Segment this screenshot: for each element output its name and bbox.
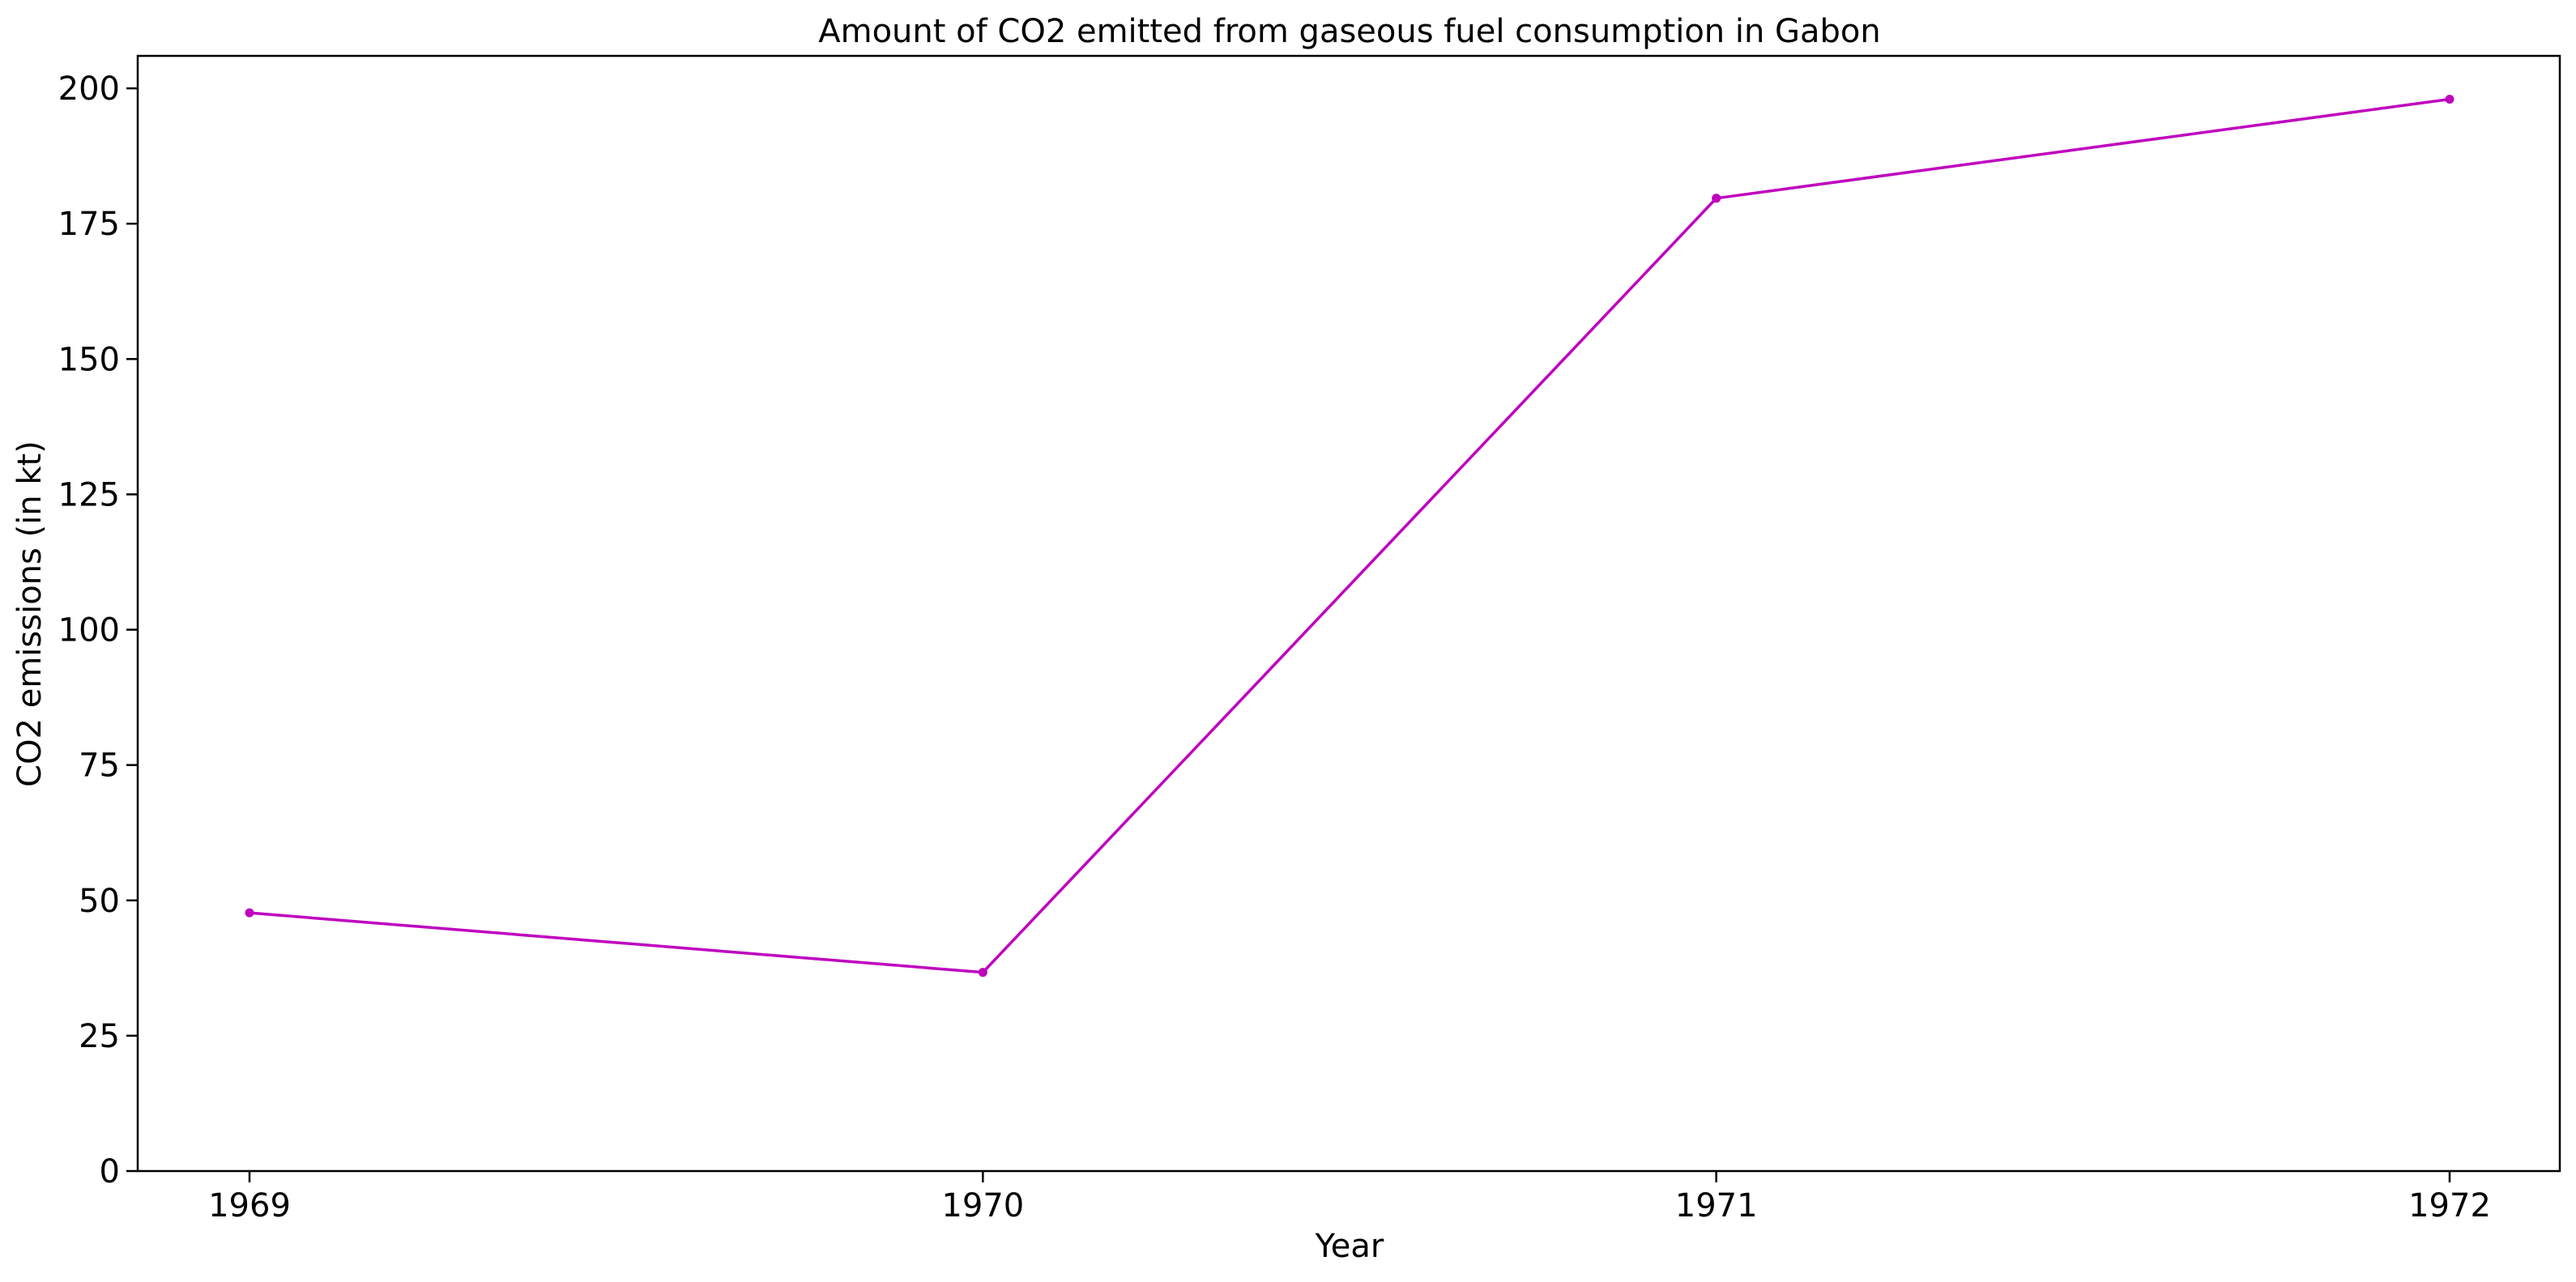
- y-tick-label: 200: [58, 70, 120, 108]
- y-tick-label: 0: [100, 1153, 120, 1190]
- data-point: [978, 968, 987, 977]
- series-layer: [245, 94, 2454, 977]
- plot-area-frame: [136, 54, 2561, 1173]
- data-point: [2445, 94, 2454, 104]
- y-tick-label: 175: [58, 206, 120, 243]
- data-point: [1712, 194, 1721, 203]
- y-tick-label: 25: [79, 1018, 120, 1055]
- series-line: [249, 97, 2450, 974]
- y-tick-label: 100: [58, 612, 120, 650]
- x-tick-label: 1969: [208, 1187, 291, 1225]
- x-tick-label: 1970: [941, 1187, 1024, 1225]
- y-tick-label: 125: [58, 476, 120, 513]
- x-axis-ticks: 1969 1970 1971 1972: [208, 1171, 2491, 1225]
- y-axis-label: CO2 emissions (in kt): [11, 441, 49, 787]
- y-tick-label: 150: [58, 341, 120, 378]
- x-axis-label: Year: [1315, 1228, 1384, 1265]
- y-tick-label: 75: [79, 747, 120, 785]
- chart-title: Amount of CO2 emitted from gaseous fuel …: [818, 13, 1881, 50]
- y-tick-label: 50: [79, 883, 120, 920]
- data-point: [245, 908, 254, 918]
- x-tick-label: 1971: [1675, 1187, 1758, 1225]
- x-tick-label: 1972: [2408, 1187, 2491, 1225]
- y-axis-ticks: 0 25 50 75 100 125 150 175 200: [58, 70, 138, 1190]
